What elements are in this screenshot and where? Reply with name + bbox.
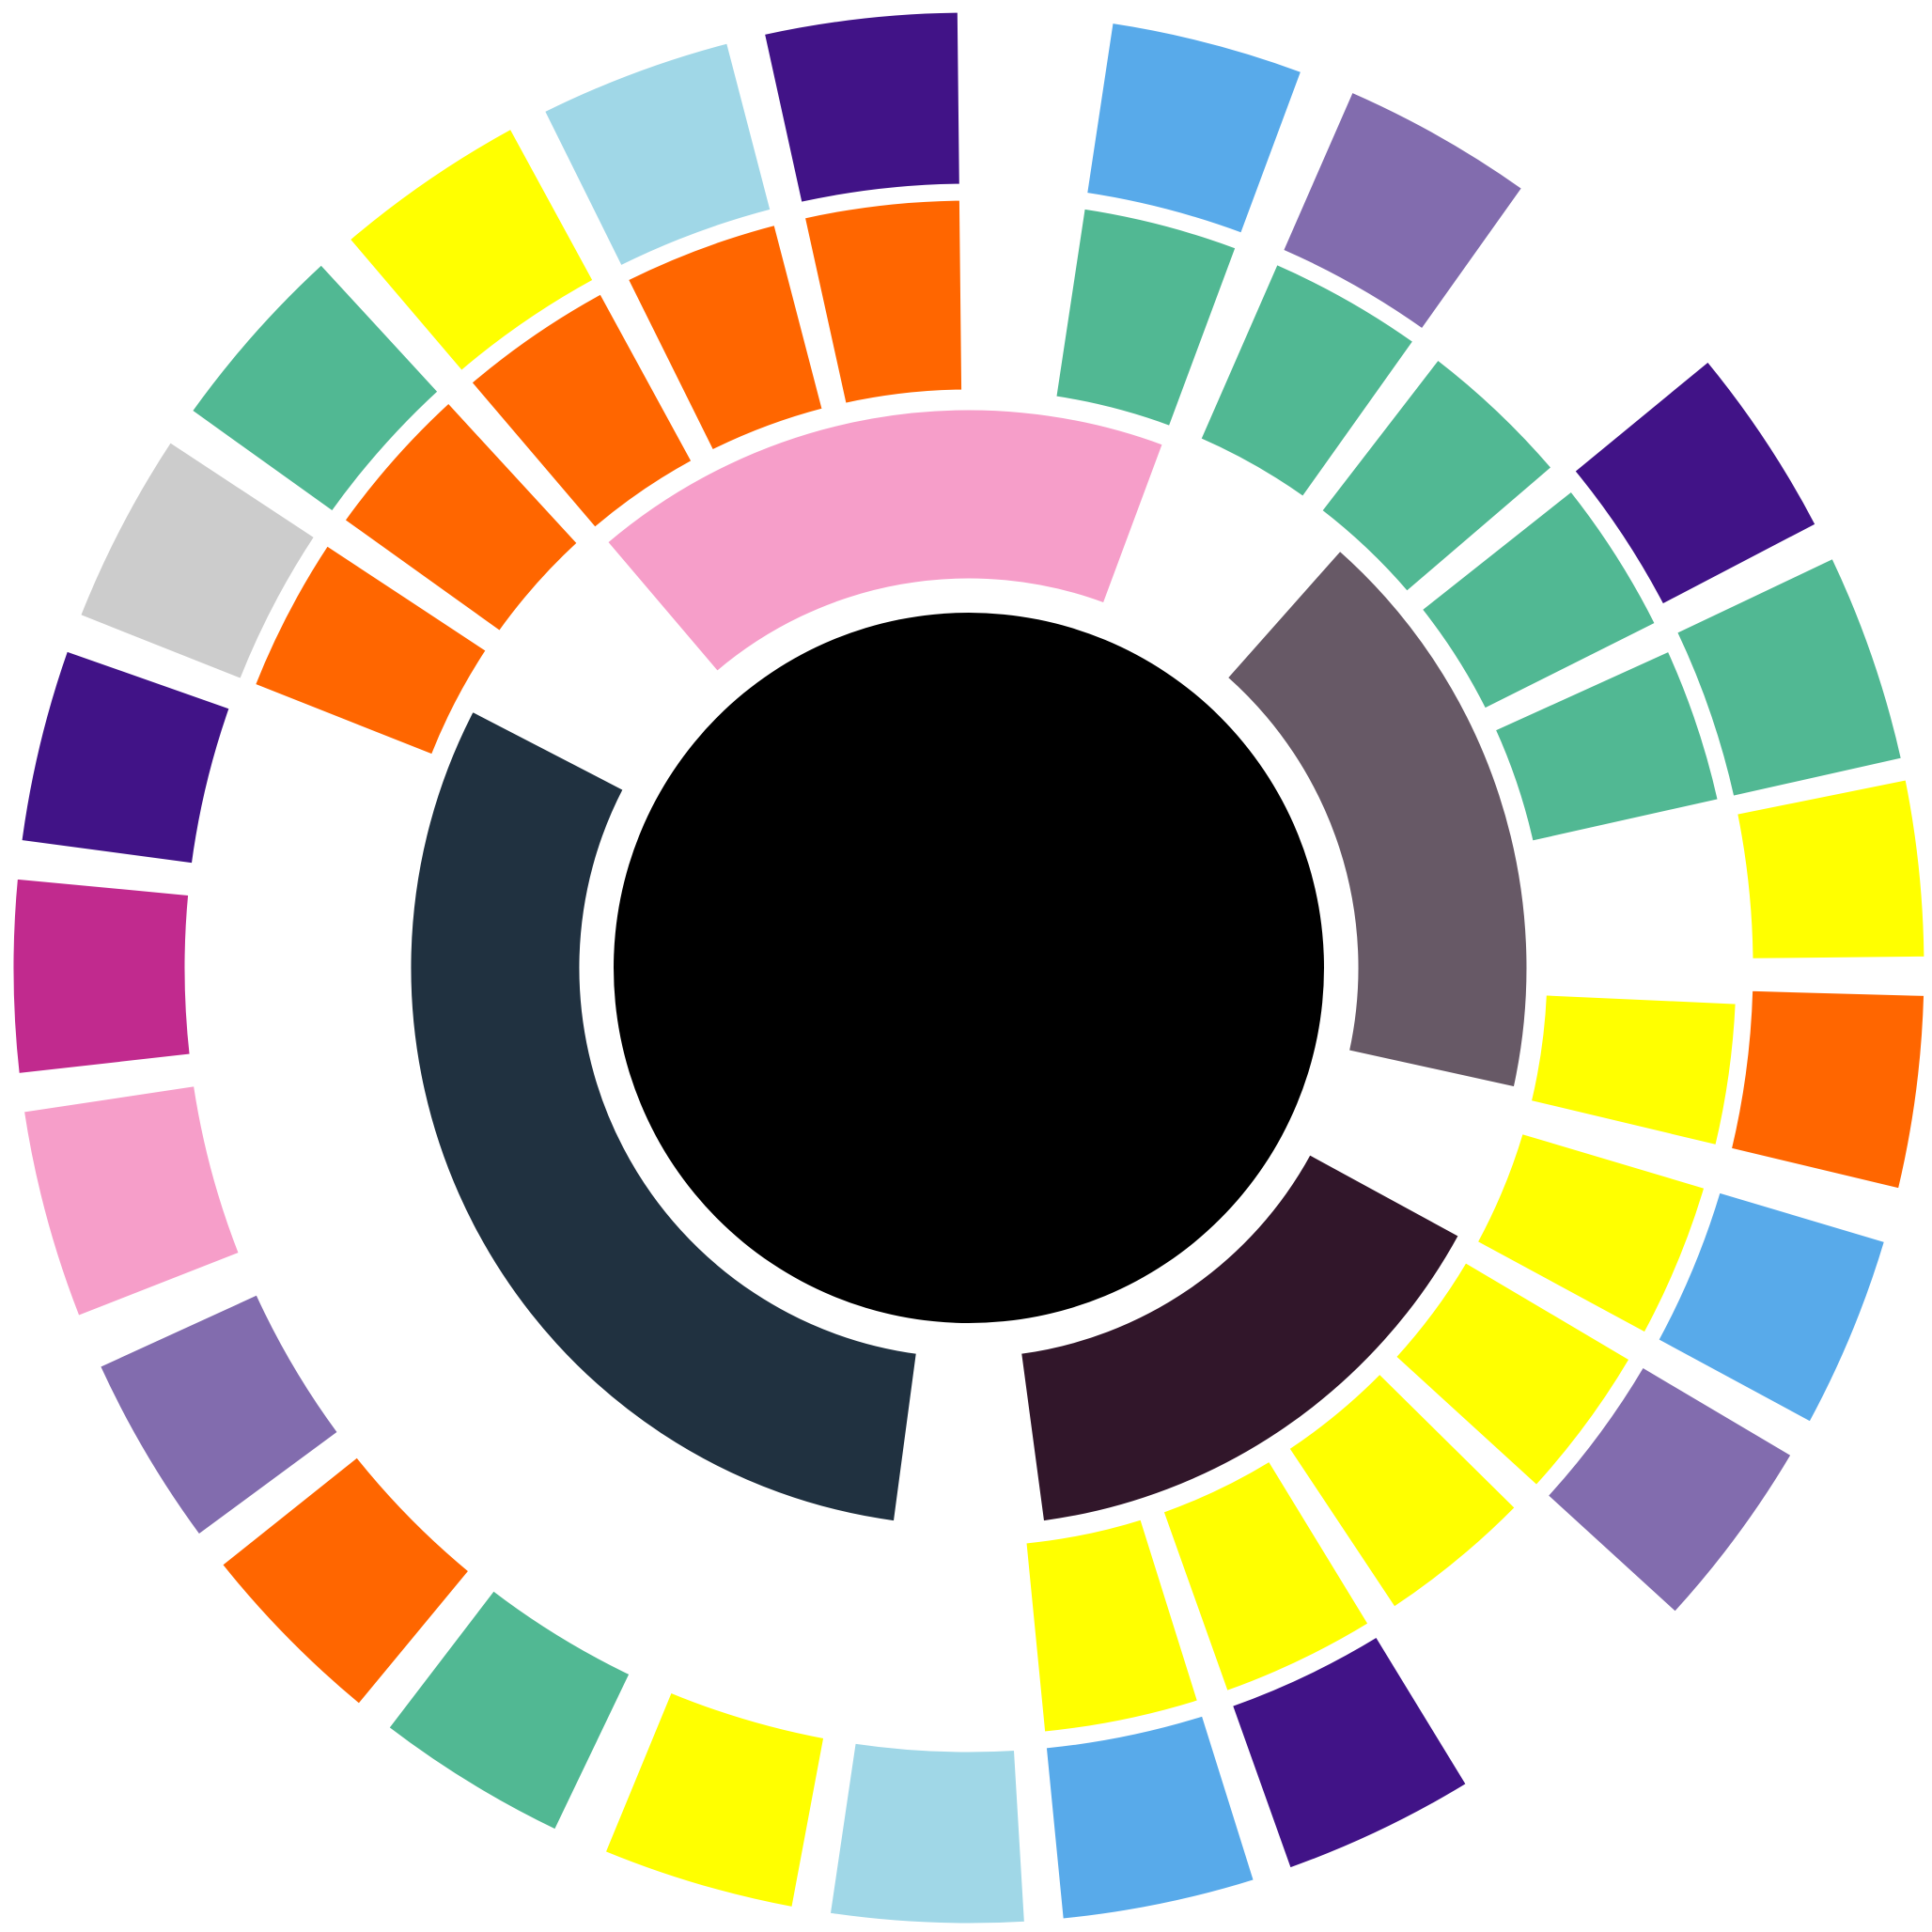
ring-3-segment-4[interactable] [541,40,773,269]
ring-2-segment-3[interactable] [469,291,694,530]
ring-3-segment-21[interactable] [21,1083,242,1318]
ring-2-segment-6[interactable] [1053,206,1239,428]
ring-2-segment-4[interactable] [625,222,825,453]
ring-3-segment-12[interactable] [1656,1190,1888,1425]
ring-3-segment-9[interactable] [1675,555,1904,799]
ring-3-segment-17[interactable] [602,1690,827,1910]
rings [10,9,1927,1926]
ring-2-segment-2[interactable] [342,400,580,634]
ring-2-segment-15[interactable] [1161,1458,1371,1694]
ring-2-segment-16[interactable] [1023,1517,1201,1735]
ring-level-1 [408,407,1530,1524]
ring-3-segment-22[interactable] [10,876,193,1076]
ring-3-segment-3[interactable] [347,126,596,374]
ring-3-segment-16[interactable] [827,1740,1027,1926]
ring-2-segment-8[interactable] [1319,357,1554,594]
ring-2-segment-13[interactable] [1393,1260,1632,1488]
ring-level-3 [10,9,1927,1926]
ring-1-segment-2[interactable] [1224,548,1530,1090]
ring-2-segment-12[interactable] [1474,1130,1707,1335]
ring-2-segment-1[interactable] [252,543,489,757]
ring-3-segment-10[interactable] [1735,777,1927,961]
ring-3-segment-6[interactable] [1084,20,1304,236]
ring-2-segment-7[interactable] [1198,261,1416,499]
ring-3-segment-18[interactable] [386,1588,632,1832]
ring-3-segment-20[interactable] [97,1292,340,1537]
ring-3-segment-23[interactable] [19,648,232,866]
ring-2-segment-5[interactable] [802,197,965,406]
ring-3-segment-8[interactable] [1572,359,1818,607]
ring-1-segment-1[interactable] [604,407,1165,674]
ring-3-segment-1[interactable] [78,440,318,681]
ring-1-segment-4[interactable] [408,709,919,1524]
ring-3-segment-15[interactable] [1043,1713,1256,1922]
ring-2-segment-10[interactable] [1492,648,1721,844]
ring-3-segment-11[interactable] [1728,988,1927,1192]
ring-3-segment-13[interactable] [1545,1364,1794,1614]
ring-level-2 [252,197,1738,1735]
ring-1-segment-3[interactable] [1019,1152,1461,1524]
ring-3-segment-2[interactable] [189,262,441,514]
ring-3-segment-14[interactable] [1229,1634,1469,1871]
ring-2-segment-9[interactable] [1419,489,1658,711]
ring-2-segment-14[interactable] [1286,1371,1518,1610]
ring-3-segment-5[interactable] [761,9,962,205]
ring-2-segment-11[interactable] [1528,992,1738,1148]
center-disc [614,613,1324,1323]
ring-3-segment-19[interactable] [219,1455,472,1706]
ring-3-segment-7[interactable] [1281,89,1525,332]
